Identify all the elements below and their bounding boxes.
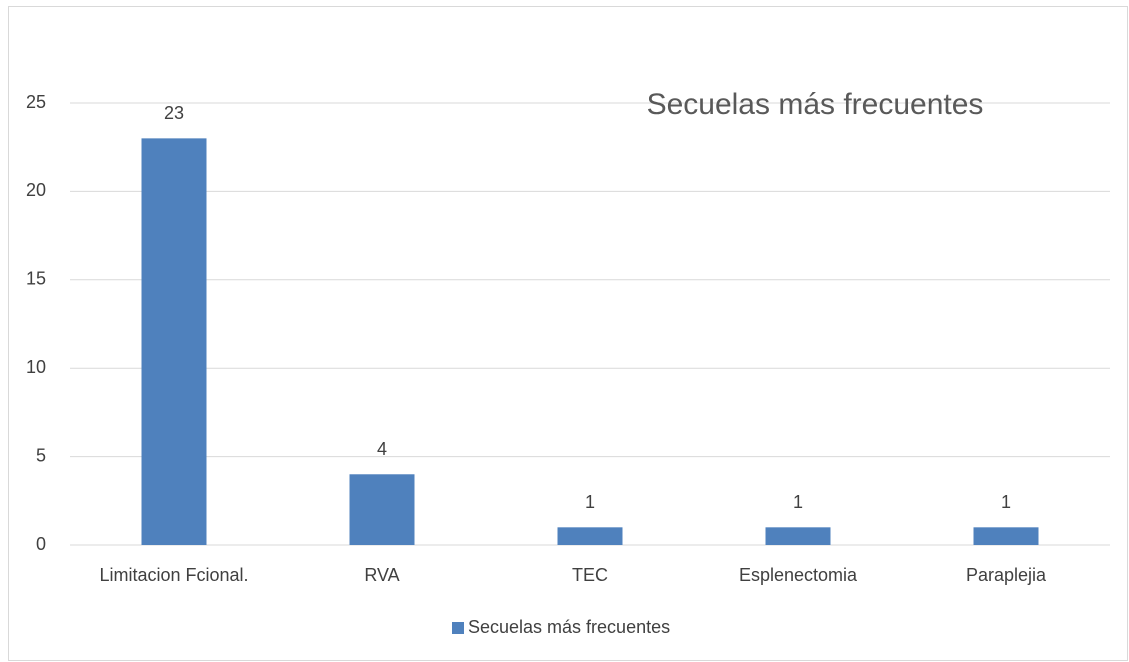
- bar: [349, 474, 415, 545]
- y-tick-label: 0: [36, 534, 46, 554]
- bar: [765, 527, 831, 545]
- legend-swatch: [452, 622, 464, 634]
- y-tick-label: 5: [36, 445, 46, 465]
- x-tick-label: RVA: [364, 565, 399, 585]
- y-tick-label: 25: [26, 92, 46, 112]
- data-label: 1: [1001, 492, 1011, 512]
- chart-title: Secuelas más frecuentes: [647, 88, 984, 121]
- x-tick-label: Limitacion Fcional.: [99, 565, 248, 585]
- legend-label: Secuelas más frecuentes: [468, 617, 670, 637]
- x-tick-label: TEC: [572, 565, 608, 585]
- y-tick-label: 20: [26, 180, 46, 200]
- bar: [973, 527, 1039, 545]
- x-tick-label: Paraplejia: [966, 565, 1047, 585]
- bar: [557, 527, 623, 545]
- data-label: 1: [793, 492, 803, 512]
- bar: [141, 138, 207, 546]
- data-label: 23: [164, 103, 184, 123]
- data-label: 4: [377, 439, 387, 459]
- data-label: 1: [585, 492, 595, 512]
- y-tick-label: 10: [26, 357, 46, 377]
- y-tick-label: 15: [26, 269, 46, 289]
- x-tick-label: Esplenectomia: [739, 565, 858, 585]
